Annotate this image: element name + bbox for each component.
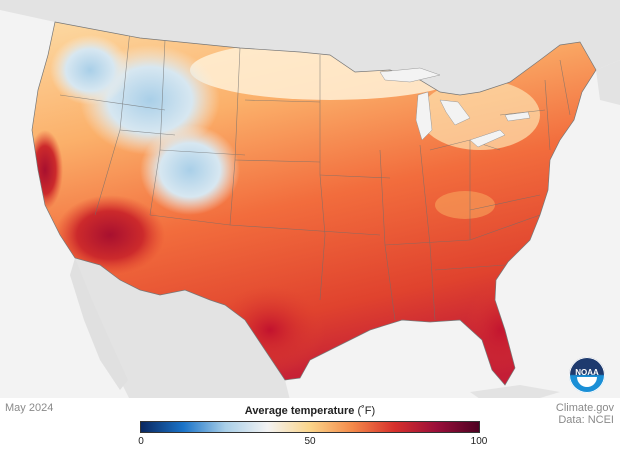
quebec-land (596, 60, 620, 105)
baja-land (70, 258, 128, 390)
legend-color-bar (140, 421, 480, 433)
map-canvas (0, 0, 620, 400)
credit-source: Climate.gov (555, 402, 614, 414)
credit-data: Data: NCEI (558, 414, 614, 426)
mexico-land (75, 258, 290, 400)
credit-block: Climate.gov Data: NCEI (556, 402, 614, 426)
cuba-land (470, 385, 560, 399)
legend-unit: (˚F) (357, 405, 376, 417)
noaa-gull-icon (577, 377, 597, 387)
legend-tick-min: 0 (138, 436, 144, 447)
legend-title: Average temperature (˚F) (140, 405, 480, 417)
legend-tick-max: 100 (470, 436, 488, 447)
noaa-logo-text: NOAA (575, 368, 599, 377)
legend-tick-mid: 50 (304, 436, 316, 447)
canada-land (0, 0, 620, 95)
map-date: May 2024 (5, 402, 54, 414)
great-lakes (379, 67, 531, 148)
temperature-map (0, 0, 620, 400)
noaa-logo: NOAA (569, 357, 605, 393)
state-borders (59, 29, 571, 321)
us-outline (31, 21, 597, 386)
legend-title-text: Average temperature (244, 405, 355, 417)
